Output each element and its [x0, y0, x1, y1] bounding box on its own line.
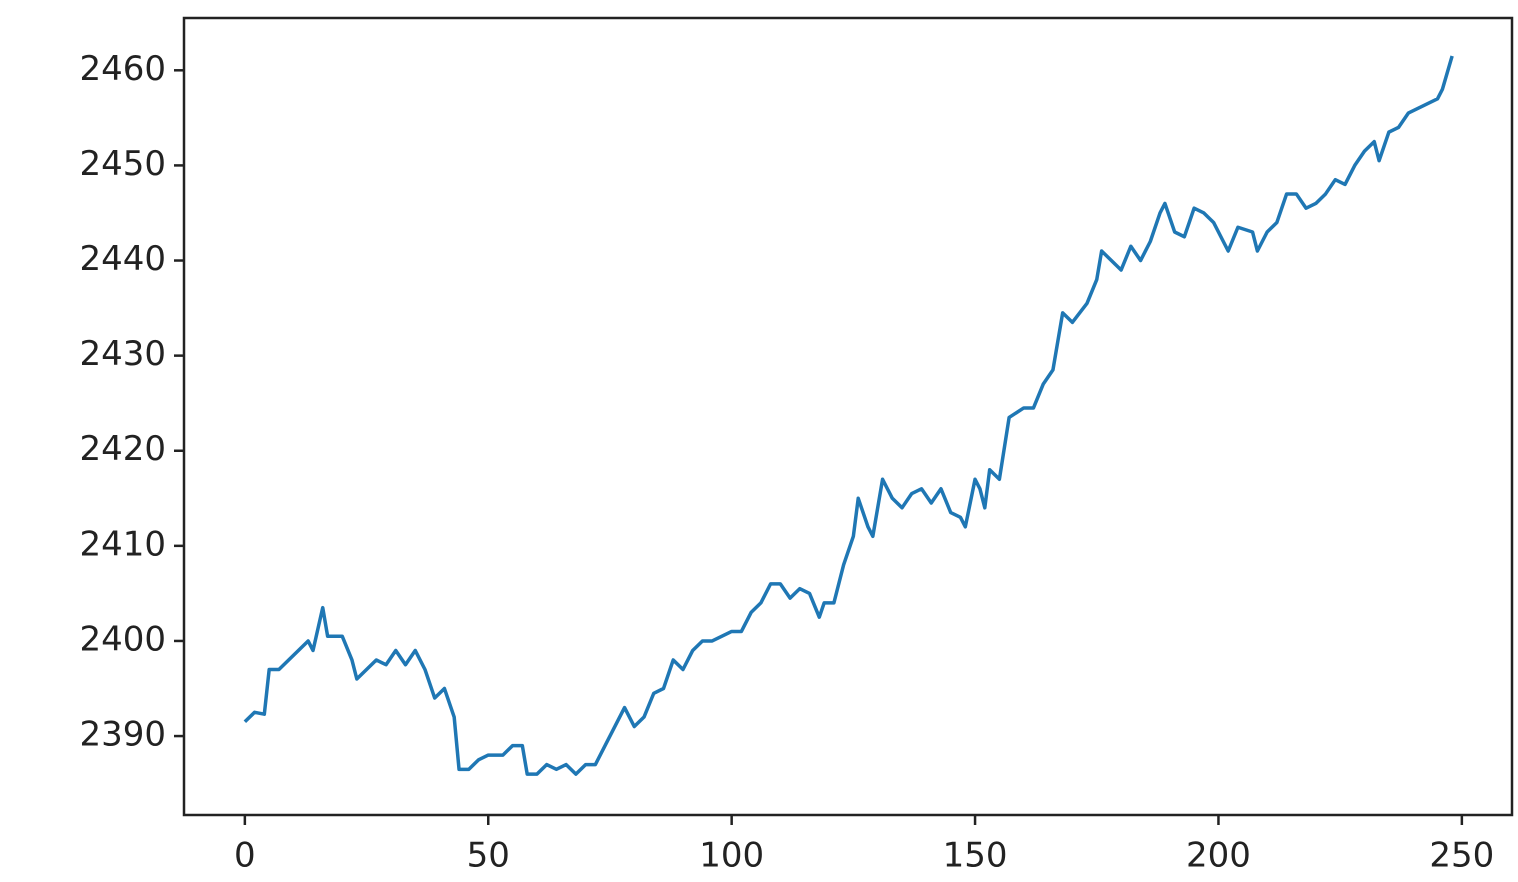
- y-tick-label: 2460: [79, 49, 166, 89]
- x-tick-label: 250: [1429, 836, 1494, 876]
- y-tick-label: 2410: [79, 524, 166, 564]
- x-tick-label: 0: [234, 836, 256, 876]
- x-tick-label: 50: [467, 836, 510, 876]
- y-tick-label: 2440: [79, 239, 166, 279]
- plot-frame: [182, 16, 1514, 817]
- y-tick-label: 2400: [79, 619, 166, 659]
- y-tick-label: 2390: [79, 715, 166, 755]
- x-tick-label: 150: [943, 836, 1008, 876]
- x-tick-label: 200: [1186, 836, 1251, 876]
- y-tick-label: 2420: [79, 429, 166, 469]
- x-tick-label: 100: [699, 836, 764, 876]
- y-tick-label: 2430: [79, 334, 166, 374]
- y-tick-label: 2450: [79, 144, 166, 184]
- line-series: [243, 55, 1454, 776]
